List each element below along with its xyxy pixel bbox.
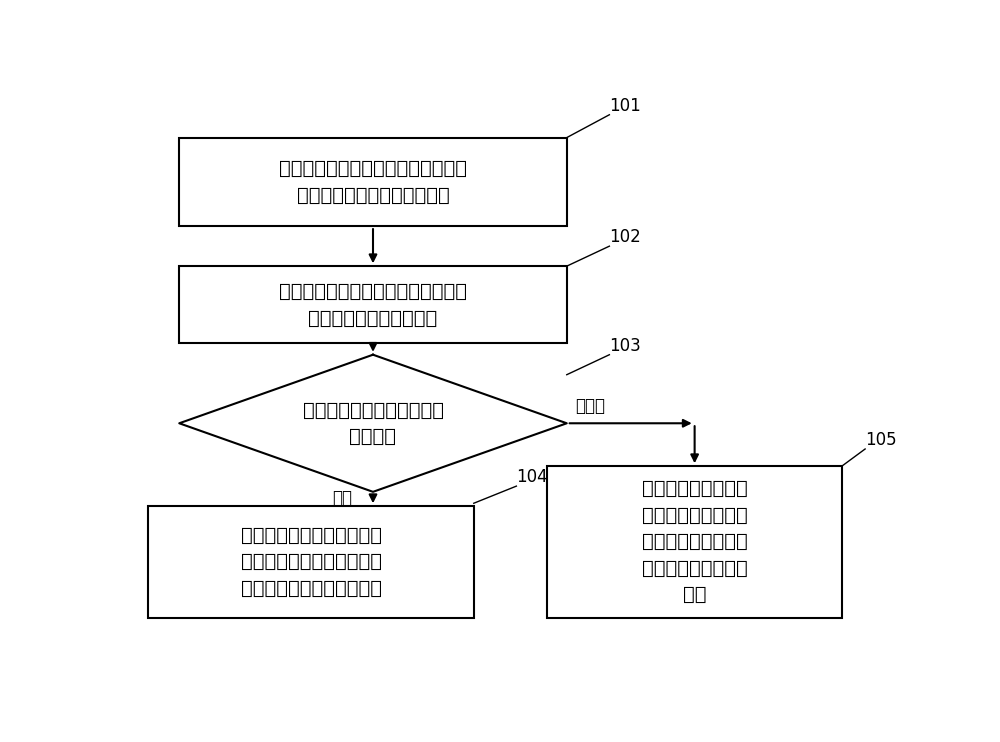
Text: 105: 105 (865, 431, 897, 449)
Text: 103: 103 (609, 337, 641, 355)
Text: 若存在，则将新硬件资源加载至本地
服务器中的管理虚拟机中: 若存在，则将新硬件资源加载至本地 服务器中的管理虚拟机中 (279, 282, 467, 327)
Text: 存在: 存在 (332, 488, 352, 507)
Text: 不存在: 不存在 (575, 397, 605, 415)
Bar (179, 266, 567, 344)
Bar (179, 137, 567, 226)
Polygon shape (179, 355, 567, 492)
Text: 104: 104 (516, 468, 548, 486)
Text: 判断新硬件资源中是否存在
标识信息: 判断新硬件资源中是否存在 标识信息 (302, 401, 444, 446)
Text: 根据标识信息将新硬件资源
通过管理虚拟机添加至超融
合存储系统的硬件资源池中: 根据标识信息将新硬件资源 通过管理虚拟机添加至超融 合存储系统的硬件资源池中 (240, 526, 382, 598)
Bar (547, 466, 842, 617)
Text: 为新硬件资源标记标
识信息，并通过管理
虚拟机添加至超融合
存储系统的硬件资源
池中: 为新硬件资源标记标 识信息，并通过管理 虚拟机添加至超融合 存储系统的硬件资源 … (642, 479, 748, 604)
Text: 101: 101 (609, 96, 641, 115)
Text: 102: 102 (609, 228, 641, 246)
Bar (148, 506, 474, 617)
Text: 利用硬件资源管理服务定期扫描本地
服务器中是否存在新硬件资源: 利用硬件资源管理服务定期扫描本地 服务器中是否存在新硬件资源 (279, 159, 467, 205)
